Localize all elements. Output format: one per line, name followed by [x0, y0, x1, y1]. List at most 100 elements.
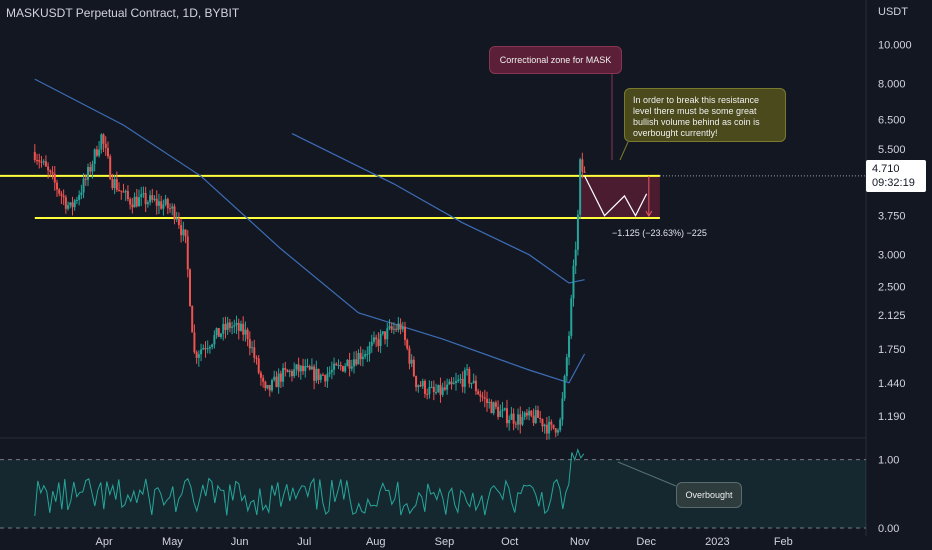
- candle-body: [95, 149, 98, 156]
- candle-body: [215, 328, 218, 336]
- candle-body: [461, 378, 464, 387]
- candle-body: [160, 201, 163, 209]
- candle-body: [106, 147, 109, 157]
- candle-body: [439, 384, 442, 395]
- candle-body: [315, 368, 318, 381]
- candle-body: [443, 387, 446, 390]
- candle-body: [197, 354, 200, 358]
- candle-body: [257, 358, 260, 373]
- candle-body: [510, 413, 513, 420]
- candle-body: [275, 376, 278, 388]
- candle-body: [38, 160, 41, 162]
- candle-body: [565, 357, 568, 377]
- currency-label: USDT: [878, 6, 908, 18]
- candle-body: [62, 195, 65, 198]
- candle-body: [157, 201, 160, 206]
- candle-body: [126, 191, 129, 200]
- bar-countdown: 09:32:19: [872, 177, 915, 189]
- candle-body: [180, 225, 183, 236]
- candle-body: [84, 178, 87, 180]
- candle-body: [286, 369, 289, 373]
- candle-body: [206, 348, 209, 350]
- candle-body: [505, 408, 508, 424]
- candle-body: [71, 202, 74, 208]
- candle-body: [406, 339, 409, 349]
- candle-body: [330, 369, 333, 373]
- candle-body: [75, 199, 78, 201]
- candle-body: [91, 164, 94, 172]
- candle-body: [381, 331, 384, 334]
- candle-body: [541, 419, 544, 427]
- candle-body: [109, 156, 112, 180]
- candle-body: [361, 356, 364, 360]
- candle-body: [173, 206, 176, 220]
- candle-body: [102, 134, 105, 144]
- candle-body: [583, 171, 586, 173]
- candle-body: [534, 410, 537, 424]
- candle-body: [523, 412, 526, 418]
- y-tick-label: 3.000: [878, 250, 906, 262]
- candle-body: [135, 196, 138, 207]
- candle-body: [115, 179, 118, 190]
- candle-body: [466, 368, 469, 371]
- candle-body: [255, 357, 258, 359]
- candle-body: [530, 410, 533, 416]
- ma-mid-line: [291, 133, 585, 284]
- candle-body: [479, 394, 482, 397]
- y-tick-label: 8.000: [878, 78, 906, 90]
- candle-body: [40, 161, 43, 163]
- candle-body: [111, 179, 114, 189]
- candle-body: [153, 198, 156, 200]
- candle-body: [51, 172, 54, 174]
- candle-body: [133, 196, 136, 208]
- candle-body: [537, 410, 540, 418]
- candle-body: [306, 365, 309, 367]
- resistance-note[interactable]: In order to break this resistance level …: [624, 88, 786, 142]
- candle-body: [421, 381, 424, 387]
- candle-body: [164, 199, 167, 205]
- candle-body: [64, 197, 67, 209]
- candle-body: [87, 167, 90, 180]
- candle-body: [78, 195, 81, 200]
- candle-body: [155, 198, 158, 206]
- candle-body: [113, 179, 116, 189]
- candle-body: [122, 191, 125, 193]
- candle-body: [33, 152, 36, 161]
- candle-body: [417, 385, 420, 388]
- candle-body: [492, 402, 495, 414]
- candle-body: [428, 387, 431, 395]
- candle-body: [508, 419, 511, 424]
- candle-body: [337, 364, 340, 366]
- candle-body: [339, 364, 342, 367]
- overbought-note[interactable]: Overbought: [676, 482, 742, 508]
- candle-body: [295, 364, 298, 370]
- candle-body: [430, 386, 433, 388]
- candle-body: [195, 352, 198, 358]
- candle-body: [55, 182, 58, 190]
- candle-body: [397, 323, 400, 330]
- candle-body: [253, 347, 256, 358]
- candle-body: [80, 192, 83, 196]
- candle-body: [503, 408, 506, 410]
- candle-body: [512, 413, 515, 424]
- candle-body: [457, 379, 460, 382]
- candle-body: [228, 322, 231, 328]
- candle-body: [350, 366, 353, 369]
- candle-body: [58, 189, 61, 194]
- candle-body: [200, 349, 203, 355]
- candle-body: [501, 409, 504, 411]
- candle-body: [344, 366, 347, 372]
- candle-body: [277, 373, 280, 388]
- candle-body: [404, 326, 407, 340]
- candle-body: [149, 195, 152, 203]
- candle-body: [568, 335, 571, 358]
- candle-body: [226, 322, 229, 330]
- candle-body: [359, 352, 362, 360]
- candle-body: [574, 249, 577, 266]
- candle-body: [410, 359, 413, 364]
- candle-body: [561, 398, 564, 420]
- candle-body: [310, 366, 313, 370]
- candle-body: [346, 360, 349, 367]
- correctional-zone-note[interactable]: Correctional zone for MASK: [489, 46, 622, 74]
